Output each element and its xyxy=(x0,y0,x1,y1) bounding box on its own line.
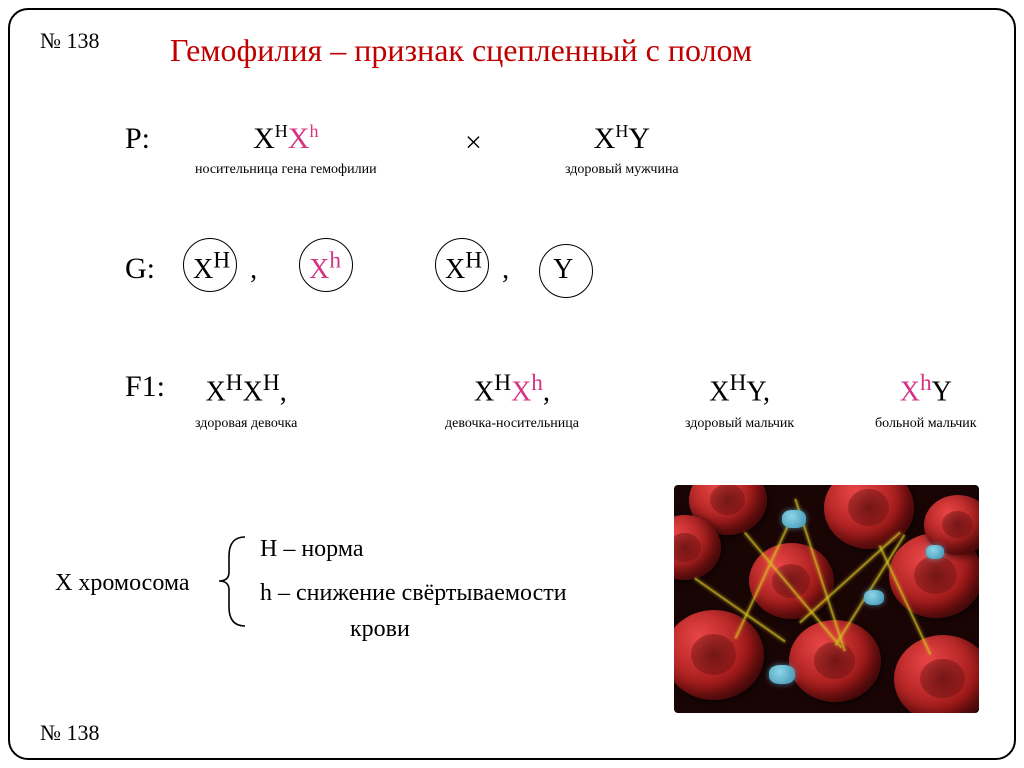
red-blood-cell xyxy=(674,610,764,700)
cross-symbol: × xyxy=(465,126,482,160)
parent-mother: XHXh носительница гена гемофилии xyxy=(195,122,377,178)
allele-sup: h xyxy=(309,121,318,141)
parents-row: P: XHXh носительница гена гемофилии × XH… xyxy=(125,122,825,156)
f1-label: F1: xyxy=(125,370,165,404)
slide-frame: № 138 Гемофилия – признак сцепленный с п… xyxy=(8,8,1016,760)
blood-cells-image xyxy=(674,485,979,713)
offspring-genotype: XHXH, xyxy=(195,370,297,408)
offspring-1: XHXH, здоровая девочка xyxy=(195,370,297,432)
platelet xyxy=(864,590,884,605)
offspring-genotype: XHXh, xyxy=(445,370,579,408)
gamete-text: XH xyxy=(193,254,230,285)
allele-sup: H xyxy=(275,121,288,141)
offspring-genotype: XHY, xyxy=(685,370,794,408)
allele-h-desc: h – снижение свёртываемости xyxy=(260,580,567,607)
parents-label: P: xyxy=(125,122,150,156)
offspring-caption: больной мальчик xyxy=(875,416,977,432)
caption-father: здоровый мужчина xyxy=(565,162,679,178)
offspring-2: XHXh, девочка-носительница xyxy=(445,370,579,432)
platelet xyxy=(769,665,795,684)
allele: X xyxy=(253,122,275,155)
allele-h-desc2: крови xyxy=(350,616,410,643)
bracket-icon xyxy=(215,534,251,629)
offspring-caption: здоровый мальчик xyxy=(685,416,794,432)
gamete-text: Xh xyxy=(309,254,341,285)
x-chromosome-label: X хромосома xyxy=(55,570,190,597)
slide-number-bottom: № 138 xyxy=(40,720,100,746)
red-blood-cell xyxy=(894,635,979,713)
allele-H-desc: H – норма xyxy=(260,536,364,563)
slide-number-top: № 138 xyxy=(40,28,100,54)
gamete-text: XH xyxy=(445,254,482,285)
parent-father: XHY здоровый мужчина xyxy=(565,122,679,178)
offspring-4: XhY больной мальчик xyxy=(875,370,977,432)
red-blood-cell xyxy=(789,620,881,702)
gamete-4: Y xyxy=(553,254,573,286)
offspring-3: XHY, здоровый мальчик xyxy=(685,370,794,432)
genotype-mother: XHXh xyxy=(253,122,318,156)
platelet xyxy=(782,510,806,528)
f1-row: F1: XHXH, здоровая девочка XHXh, девочка… xyxy=(125,370,985,404)
allele: Y xyxy=(628,122,650,155)
gamete-3: XH xyxy=(445,248,482,286)
allele: X xyxy=(594,122,616,155)
caption-mother: носительница гена гемофилии xyxy=(195,162,377,178)
offspring-caption: девочка-носительница xyxy=(445,416,579,432)
curly-bracket xyxy=(215,534,251,634)
comma: , xyxy=(502,254,509,286)
gamete-1: XH xyxy=(193,248,230,286)
gamete-text: Y xyxy=(553,254,573,285)
allele: X xyxy=(288,122,310,155)
comma: , xyxy=(250,254,257,286)
slide-title: Гемофилия – признак сцепленный с полом xyxy=(170,32,752,69)
allele-sup: H xyxy=(615,121,628,141)
offspring-genotype: XhY xyxy=(875,370,977,408)
platelet xyxy=(926,545,944,559)
gametes-label: G: xyxy=(125,252,155,286)
gamete-2: Xh xyxy=(309,248,341,286)
genotype-father: XHY xyxy=(594,122,650,156)
offspring-caption: здоровая девочка xyxy=(195,416,297,432)
gametes-row: G: XH , Xh XH , Y xyxy=(125,248,925,286)
